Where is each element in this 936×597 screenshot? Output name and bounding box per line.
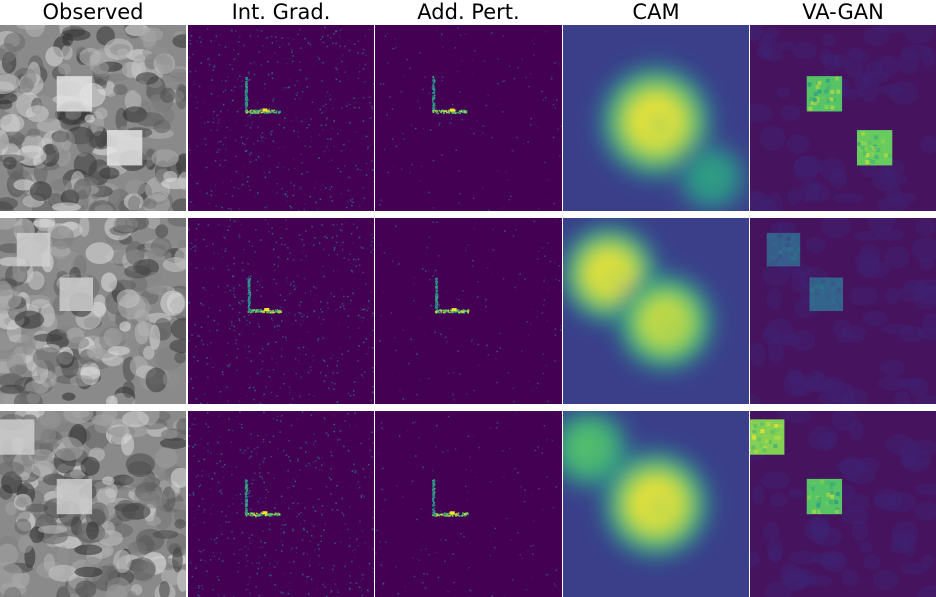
panel-image — [750, 25, 936, 211]
panel-image — [188, 411, 374, 597]
panel-row-3-cam — [563, 411, 749, 597]
panel-row-1-cam — [563, 25, 749, 211]
panel-image — [188, 25, 374, 211]
bright-square — [16, 232, 51, 267]
panel-row-3-int-grad — [188, 411, 374, 597]
panel-image — [375, 25, 562, 211]
panel-row-2-va-gan — [750, 218, 936, 404]
panel-row-3-observed — [0, 411, 186, 597]
column-title-add-pert: Add. Pert. — [417, 0, 520, 24]
panel-image — [563, 218, 749, 404]
panel-image — [563, 25, 749, 211]
bright-square — [56, 478, 93, 515]
panel-image — [750, 218, 936, 404]
panel-row-2-observed — [0, 218, 186, 404]
panel-row-1-observed — [0, 25, 186, 211]
panel-row-2-add-pert — [375, 218, 562, 404]
panel-row-3-va-gan — [750, 411, 936, 597]
panel-image — [750, 411, 936, 597]
column-title-int-grad: Int. Grad. — [231, 0, 331, 24]
panel-row-1-add-pert — [375, 25, 562, 211]
panel-row-2-int-grad — [188, 218, 374, 404]
panel-row-3-add-pert — [375, 411, 562, 597]
bright-square — [106, 130, 143, 166]
panel-image — [375, 411, 562, 597]
column-title-va-gan: VA-GAN — [802, 0, 884, 24]
panel-row-2-cam — [563, 218, 749, 404]
bright-square — [56, 76, 93, 112]
panel-image — [563, 411, 749, 597]
panel-row-1-int-grad — [188, 25, 374, 211]
bright-square — [59, 277, 93, 311]
panel-image — [188, 218, 374, 404]
panel-image — [0, 218, 186, 404]
column-title-observed: Observed — [42, 0, 144, 24]
panel-image — [375, 218, 562, 404]
bright-square — [0, 419, 35, 455]
panel-image — [0, 25, 186, 211]
panel-row-1-va-gan — [750, 25, 936, 211]
panel-image — [0, 411, 186, 597]
column-title-cam: CAM — [632, 0, 680, 24]
panel-grid — [0, 25, 936, 597]
